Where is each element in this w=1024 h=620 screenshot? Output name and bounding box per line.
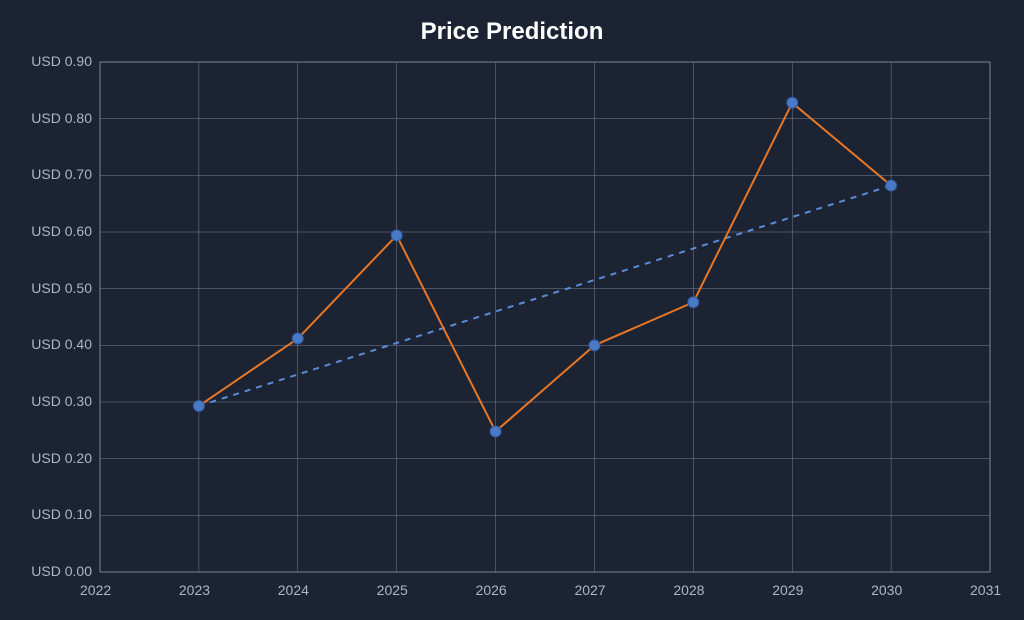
x-axis-tick-label: 2027 <box>574 582 605 598</box>
y-axis-tick-label: USD 0.30 <box>31 393 92 409</box>
y-axis-tick-label: USD 0.10 <box>31 506 92 522</box>
y-axis-tick-label: USD 0.20 <box>31 450 92 466</box>
y-axis-tick-label: USD 0.80 <box>31 110 92 126</box>
x-axis-tick-label: 2026 <box>476 582 507 598</box>
data-point-marker[interactable] <box>292 333 303 344</box>
data-point-marker[interactable] <box>589 340 600 351</box>
y-axis-tick-label: USD 0.60 <box>31 223 92 239</box>
data-point-marker[interactable] <box>391 230 402 241</box>
data-point-marker[interactable] <box>688 297 699 308</box>
y-axis-tick-label: USD 0.90 <box>31 53 92 69</box>
y-axis-tick-label: USD 0.70 <box>31 166 92 182</box>
chart-container: Price Prediction 2022 2023 2024 2025 2026 202… <box>0 0 1024 620</box>
data-point-marker[interactable] <box>490 426 501 437</box>
data-point-marker[interactable] <box>787 97 798 108</box>
y-axis-tick-label: USD 0.00 <box>31 563 92 579</box>
x-axis-tick-label: 2022 <box>80 582 111 598</box>
data-line <box>199 103 891 432</box>
x-axis-tick-label: 2030 <box>871 582 902 598</box>
x-axis-tick-label: 2025 <box>377 582 408 598</box>
y-axis-tick-label: USD 0.40 <box>31 336 92 352</box>
x-axis-tick-label: 2028 <box>673 582 704 598</box>
data-point-marker[interactable] <box>193 400 204 411</box>
chart-title: Price Prediction <box>0 18 1024 46</box>
x-axis-tick-label: 2029 <box>772 582 803 598</box>
chart-svg <box>0 0 1024 620</box>
data-point-marker[interactable] <box>886 180 897 191</box>
x-axis-tick-label: 2024 <box>278 582 309 598</box>
trend-line <box>199 186 891 406</box>
x-axis-tick-label: 2031 <box>970 582 1001 598</box>
x-axis-tick-label: 2023 <box>179 582 210 598</box>
y-axis-tick-label: USD 0.50 <box>31 280 92 296</box>
